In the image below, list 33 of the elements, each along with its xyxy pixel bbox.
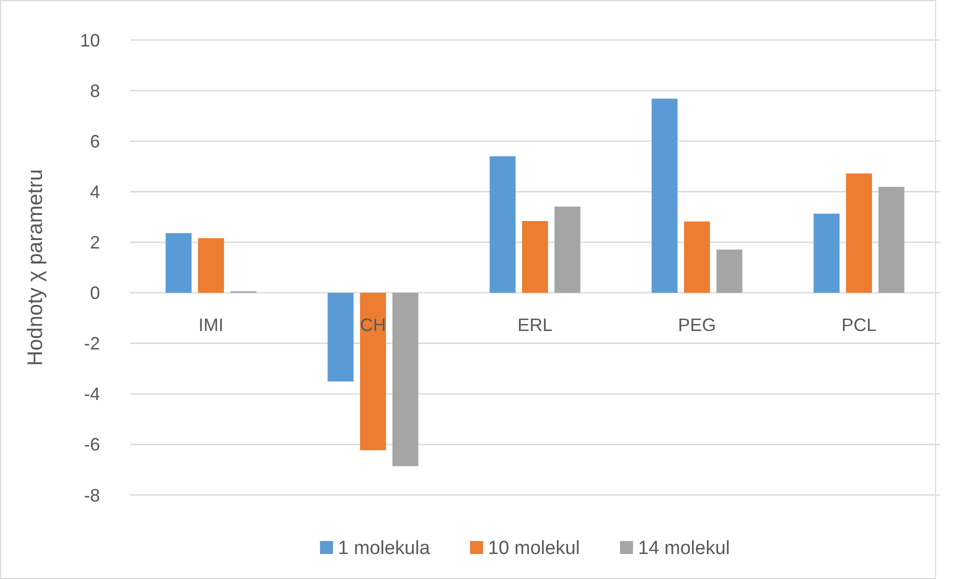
bar	[166, 233, 192, 293]
bar	[652, 98, 678, 293]
bar	[716, 250, 742, 293]
x-tick-label: PEG	[678, 314, 716, 335]
bar	[198, 238, 224, 293]
x-tick-label: ERL	[517, 314, 553, 335]
bar	[878, 186, 904, 293]
bar	[328, 292, 354, 382]
bar	[846, 173, 872, 293]
y-tick-label: -8	[84, 485, 100, 506]
y-tick-label: 4	[90, 182, 100, 202]
bar	[684, 221, 710, 293]
y-tick-label: 6	[90, 131, 100, 152]
bar	[554, 206, 580, 293]
bar	[392, 292, 418, 466]
legend-label: 1 molekula	[338, 538, 430, 559]
y-tick-label: -6	[84, 434, 100, 455]
bar	[814, 214, 840, 293]
bar	[490, 156, 516, 293]
x-tick-label: CH	[360, 314, 386, 335]
y-tick-label: -4	[84, 384, 100, 404]
y-axis-title: Hodnoty χ parametru	[24, 169, 47, 366]
y-tick-label: 10	[80, 30, 100, 50]
y-tick-label: -2	[84, 334, 100, 354]
y-tick-label: 8	[90, 80, 100, 101]
bar	[522, 220, 548, 293]
y-tick-label: 2	[90, 232, 100, 253]
legend-label: 10 molekul	[488, 538, 580, 559]
x-tick-label: IMI	[198, 314, 224, 335]
legend-label: 14 molekul	[638, 538, 730, 559]
y-tick-label: 0	[90, 283, 100, 304]
bar	[360, 292, 386, 450]
x-tick-label: PCL	[841, 314, 877, 335]
